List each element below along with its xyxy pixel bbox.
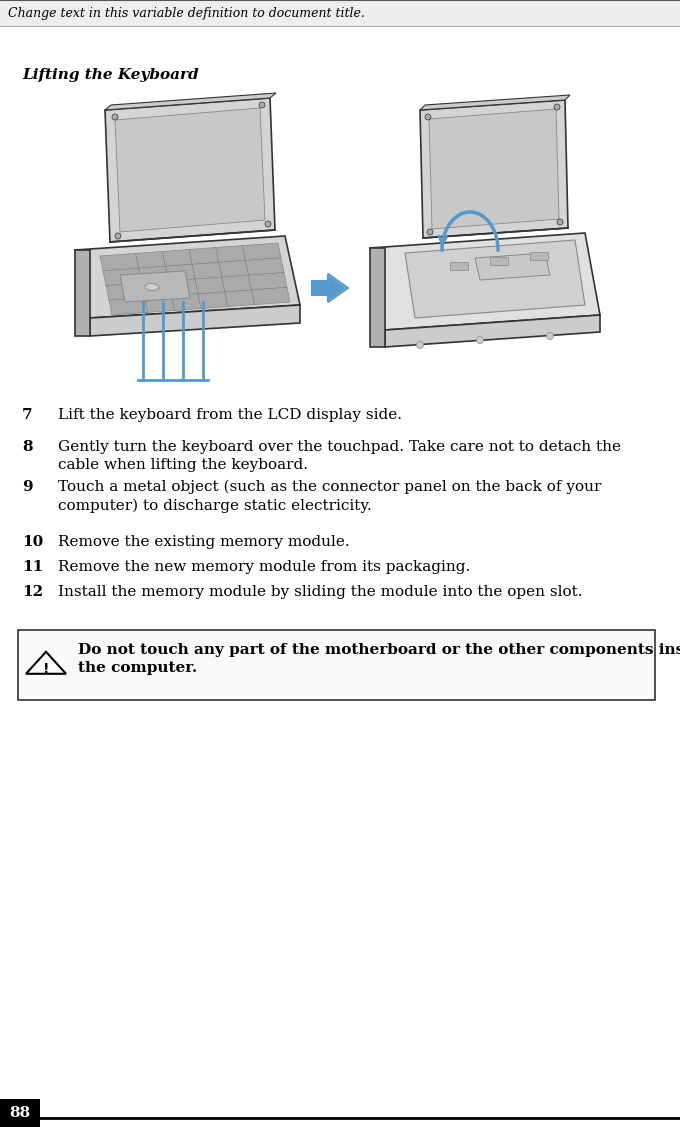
Text: 88: 88 — [10, 1106, 31, 1120]
Text: 12: 12 — [22, 585, 43, 598]
Circle shape — [425, 114, 431, 119]
Circle shape — [554, 104, 560, 110]
Text: Remove the existing memory module.: Remove the existing memory module. — [58, 535, 350, 549]
Polygon shape — [420, 95, 570, 110]
Text: 11: 11 — [22, 560, 44, 574]
Text: 8: 8 — [22, 440, 33, 454]
Text: Lift the keyboard from the LCD display side.: Lift the keyboard from the LCD display s… — [58, 408, 402, 421]
Circle shape — [427, 229, 433, 236]
Bar — [0, 0, 680, 26]
Polygon shape — [75, 250, 90, 336]
Polygon shape — [90, 305, 300, 336]
Bar — [18, 630, 655, 700]
Bar — [530, 252, 548, 260]
Polygon shape — [429, 109, 559, 229]
Polygon shape — [420, 100, 568, 238]
Circle shape — [115, 233, 121, 239]
Polygon shape — [26, 651, 66, 674]
Polygon shape — [370, 233, 600, 330]
FancyArrow shape — [312, 274, 348, 302]
Text: Do not touch any part of the motherboard or the other components inside
the comp: Do not touch any part of the motherboard… — [78, 644, 680, 675]
Text: Touch a metal object (such as the connector panel on the back of your
computer) : Touch a metal object (such as the connec… — [58, 480, 601, 513]
Text: Install the memory module by sliding the module into the open slot.: Install the memory module by sliding the… — [58, 585, 583, 598]
Polygon shape — [75, 236, 300, 318]
Text: Lifting the Keyboard: Lifting the Keyboard — [22, 68, 199, 82]
Polygon shape — [370, 248, 385, 347]
Circle shape — [416, 341, 424, 348]
Bar — [490, 257, 508, 265]
Circle shape — [547, 332, 554, 339]
Polygon shape — [475, 252, 550, 279]
Text: Change text in this variable definition to document title.: Change text in this variable definition … — [8, 7, 365, 19]
Polygon shape — [405, 240, 585, 318]
Polygon shape — [100, 243, 290, 316]
Text: Gently turn the keyboard over the touchpad. Take care not to detach the
cable wh: Gently turn the keyboard over the touchp… — [58, 440, 621, 472]
Polygon shape — [115, 108, 265, 232]
Circle shape — [557, 219, 563, 225]
Text: 10: 10 — [22, 535, 44, 549]
Polygon shape — [105, 94, 276, 110]
Circle shape — [259, 103, 265, 108]
Polygon shape — [120, 270, 190, 302]
Polygon shape — [385, 316, 600, 347]
Text: 7: 7 — [22, 408, 33, 421]
Ellipse shape — [145, 284, 159, 291]
Bar — [450, 261, 468, 270]
Text: !: ! — [43, 662, 49, 676]
Text: 9: 9 — [22, 480, 33, 494]
Polygon shape — [105, 98, 275, 242]
Circle shape — [265, 221, 271, 227]
Circle shape — [477, 337, 483, 344]
Bar — [0, 1099, 40, 1127]
Text: Remove the new memory module from its packaging.: Remove the new memory module from its pa… — [58, 560, 471, 574]
Circle shape — [112, 114, 118, 119]
